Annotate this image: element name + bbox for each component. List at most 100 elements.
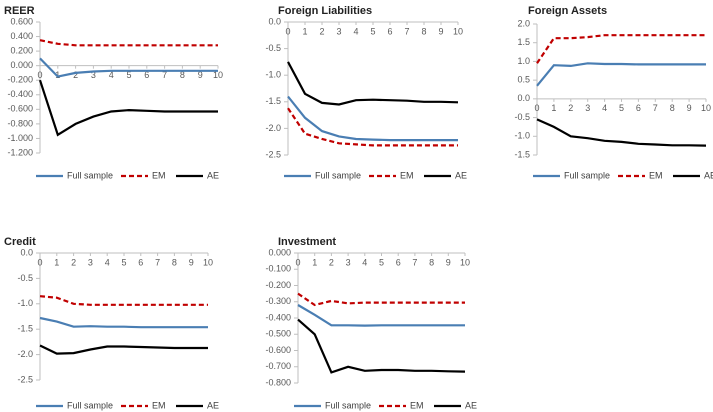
series-line — [287, 107, 458, 147]
x-tick-label: 4 — [362, 257, 367, 267]
y-tick-label: -1.200 — [7, 147, 33, 157]
x-tick-label: 7 — [653, 103, 658, 113]
y-tick-label: 1.5 — [517, 37, 530, 47]
y-tick-label: 0.000 — [10, 60, 33, 70]
y-tick-label: -1.5 — [265, 96, 281, 106]
legend-label: AE — [207, 170, 219, 180]
series-line — [39, 316, 208, 329]
y-tick-label: 0.400 — [10, 31, 33, 41]
y-tick-label: -1.0 — [514, 131, 530, 141]
y-tick-label: -0.700 — [265, 361, 291, 371]
chart-title: REER — [4, 5, 35, 17]
x-tick-label: 6 — [138, 257, 143, 267]
x-tick-label: 0 — [295, 257, 300, 267]
y-tick-label: 0.0 — [20, 247, 33, 257]
series-line — [38, 79, 218, 137]
x-tick-label: 3 — [91, 70, 96, 80]
x-tick-label: 4 — [105, 257, 110, 267]
legend-label: AE — [704, 170, 713, 180]
legend-label: Full sample — [325, 400, 371, 410]
x-tick-label: 7 — [404, 26, 409, 36]
chart-title: Foreign Liabilities — [278, 5, 372, 17]
y-tick-label: -2.0 — [17, 349, 33, 359]
y-tick-label: -0.600 — [265, 345, 291, 355]
x-tick-label: 9 — [438, 26, 443, 36]
y-tick-label: -0.200 — [265, 280, 291, 290]
series-line — [39, 344, 208, 355]
legend-label: EM — [649, 170, 663, 180]
x-tick-label: 3 — [346, 257, 351, 267]
x-tick-label: 1 — [551, 103, 556, 113]
y-tick-label: 1.0 — [517, 56, 530, 66]
x-tick-label: 4 — [602, 103, 607, 113]
y-tick-label: -2.5 — [265, 149, 281, 159]
x-tick-label: 5 — [379, 257, 384, 267]
x-tick-label: 10 — [453, 26, 463, 36]
y-tick-label: 0.600 — [10, 16, 33, 26]
series-line — [287, 61, 459, 106]
legend-label: Full sample — [564, 170, 610, 180]
y-tick-label: -0.100 — [265, 264, 291, 274]
y-tick-label: -0.5 — [17, 273, 33, 283]
legend-label: EM — [152, 400, 166, 410]
x-tick-label: 6 — [387, 26, 392, 36]
y-tick-label: -1.000 — [7, 133, 33, 143]
y-tick-label: -0.400 — [265, 312, 291, 322]
x-tick-label: 3 — [585, 103, 590, 113]
x-tick-label: 2 — [71, 257, 76, 267]
x-tick-label: 10 — [203, 257, 213, 267]
x-tick-label: 8 — [421, 26, 426, 36]
y-tick-label: -2.0 — [265, 123, 281, 133]
x-tick-label: 0 — [534, 103, 539, 113]
y-tick-label: -1.5 — [514, 149, 530, 159]
x-tick-label: 1 — [312, 257, 317, 267]
legend-label: Full sample — [67, 400, 113, 410]
legend-label: EM — [400, 170, 414, 180]
legend-label: Full sample — [67, 170, 113, 180]
y-tick-label: 0.000 — [268, 247, 291, 257]
x-tick-label: 5 — [121, 257, 126, 267]
x-tick-label: 6 — [144, 70, 149, 80]
y-tick-label: -0.300 — [265, 296, 291, 306]
x-tick-label: 7 — [155, 257, 160, 267]
x-tick-label: 10 — [213, 70, 223, 80]
series-line — [536, 34, 706, 64]
y-tick-label: 2.0 — [517, 18, 530, 28]
x-tick-label: 2 — [568, 103, 573, 113]
x-tick-label: 9 — [446, 257, 451, 267]
series-line — [287, 95, 458, 142]
x-tick-label: 5 — [370, 26, 375, 36]
x-tick-label: 4 — [109, 70, 114, 80]
x-tick-label: 0 — [37, 257, 42, 267]
series-line — [297, 318, 466, 374]
series-line — [39, 39, 218, 47]
legend-label: EM — [152, 170, 166, 180]
series-line — [39, 295, 208, 306]
x-tick-label: 7 — [412, 257, 417, 267]
chart-title: Credit — [4, 236, 36, 248]
x-tick-label: 1 — [302, 26, 307, 36]
legend-label: AE — [207, 400, 219, 410]
x-tick-label: 5 — [619, 103, 624, 113]
x-tick-label: 7 — [162, 70, 167, 80]
legend-label: AE — [455, 170, 467, 180]
x-tick-label: 10 — [460, 257, 470, 267]
x-tick-label: 6 — [636, 103, 641, 113]
x-tick-label: 10 — [701, 103, 711, 113]
series-line — [536, 62, 706, 87]
y-tick-label: -0.400 — [7, 89, 33, 99]
series-line — [39, 57, 218, 78]
chart-title: Investment — [278, 236, 336, 248]
chart-title: Foreign Assets — [528, 5, 607, 17]
x-tick-label: 8 — [172, 257, 177, 267]
x-tick-label: 2 — [319, 26, 324, 36]
y-tick-label: -1.5 — [17, 324, 33, 334]
y-tick-label: -0.600 — [7, 104, 33, 114]
y-tick-label: -1.0 — [265, 70, 281, 80]
legend-label: AE — [465, 400, 477, 410]
x-tick-label: 2 — [329, 257, 334, 267]
series-line — [297, 304, 465, 327]
x-tick-label: 9 — [687, 103, 692, 113]
